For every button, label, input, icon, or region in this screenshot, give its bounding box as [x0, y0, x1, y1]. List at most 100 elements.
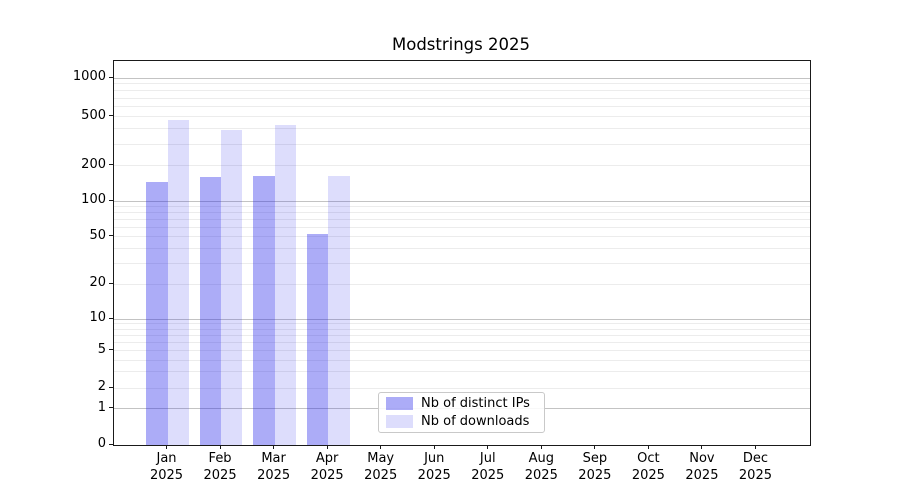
x-tick-label: Jun 2025 [402, 450, 466, 484]
x-tick-mark [273, 445, 275, 449]
legend-item-distinct-ips: Nb of distinct IPs [386, 396, 537, 411]
x-tick-month: Jun [424, 451, 445, 466]
y-tick-label: 1000 [72, 69, 106, 84]
x-tick-mark [540, 445, 542, 449]
bar-downloads-mar [274, 125, 297, 445]
gridline-minor [114, 236, 810, 238]
gridline-minor [114, 106, 810, 108]
x-tick-month: Sep [582, 451, 608, 466]
y-tick-label: 100 [81, 192, 106, 207]
gridline-minor [114, 83, 810, 85]
y-tick-label: 500 [81, 107, 106, 123]
legend-item-downloads: Nb of downloads [386, 414, 537, 429]
x-tick-mark [433, 445, 435, 449]
x-tick-month: Aug [528, 451, 554, 466]
gridline-minor [114, 90, 810, 92]
gridline-minor [114, 227, 810, 229]
x-tick-label: Apr 2025 [295, 450, 359, 484]
y-tick-mark [109, 115, 113, 117]
y-tick-mark [109, 386, 113, 388]
y-tick-label: 200 [81, 156, 106, 172]
gridline-minor [114, 342, 810, 344]
bar-downloads-apr [328, 175, 350, 445]
chart-title: Modstrings 2025 [391, 35, 530, 54]
gridline-minor [114, 97, 810, 99]
y-tick-mark [109, 76, 113, 78]
x-tick-year: 2025 [524, 468, 558, 483]
x-tick-month: Jul [479, 451, 496, 466]
x-tick-year: 2025 [203, 468, 237, 483]
x-tick-label: Nov 2025 [670, 450, 734, 484]
x-tick-label: Dec 2025 [723, 450, 787, 484]
y-tick-mark [109, 282, 113, 284]
x-tick-year: 2025 [257, 468, 291, 483]
x-tick-mark [166, 445, 168, 449]
x-tick-month: Apr [315, 451, 339, 466]
bar-distinct-ips-mar [253, 175, 275, 445]
legend-swatch-distinct-ips [386, 397, 413, 410]
gridline-minor [114, 359, 810, 361]
x-tick-label: Feb 2025 [188, 450, 252, 484]
y-tick-mark [109, 199, 113, 201]
gridline-minor [114, 328, 810, 330]
x-tick-mark [219, 445, 221, 449]
gridline-major [114, 77, 810, 79]
y-tick-mark [109, 407, 113, 409]
x-tick-month: Feb [208, 451, 232, 466]
y-tick-label: 0 [97, 436, 106, 451]
bar-distinct-ips-apr [306, 233, 329, 445]
x-tick-month: May [367, 451, 395, 466]
x-tick-mark [701, 445, 703, 449]
bar-downloads-jan [167, 120, 189, 445]
y-tick-label: 20 [89, 275, 106, 291]
x-tick-month: Oct [637, 451, 660, 466]
y-tick-label: 10 [89, 310, 106, 326]
gridline-minor [114, 262, 810, 264]
gridline-minor [114, 283, 810, 285]
plot-area [113, 60, 811, 446]
gridline-major [114, 200, 810, 202]
y-tick-label: 1 [97, 399, 106, 415]
legend-swatch-downloads [386, 415, 413, 428]
x-tick-month: Mar [261, 451, 286, 466]
gridline-major [114, 318, 810, 320]
x-tick-label: Mar 2025 [242, 450, 306, 484]
y-tick-mark [109, 349, 113, 351]
x-tick-year: 2025 [310, 468, 344, 483]
x-tick-year: 2025 [417, 468, 451, 483]
x-tick-label: Oct 2025 [616, 450, 680, 484]
y-tick-mark [109, 164, 113, 166]
gridline-minor [114, 212, 810, 214]
x-tick-mark [594, 445, 596, 449]
legend-label-downloads: Nb of downloads [421, 414, 530, 429]
y-tick-label: 50 [89, 227, 106, 243]
x-tick-mark [754, 445, 756, 449]
gridline-minor [114, 334, 810, 336]
x-tick-mark [487, 445, 489, 449]
legend-label-distinct-ips: Nb of distinct IPs [421, 396, 530, 411]
bar-downloads-feb [221, 130, 243, 445]
bar-distinct-ips-feb [199, 177, 222, 445]
gridline-minor [114, 247, 810, 249]
x-tick-mark [647, 445, 649, 449]
bar-distinct-ips-jan [146, 182, 168, 445]
y-tick-mark [109, 317, 113, 319]
x-tick-label: Aug 2025 [509, 450, 573, 484]
x-tick-year: 2025 [149, 468, 184, 483]
gridline-minor [114, 371, 810, 373]
x-tick-mark [326, 445, 328, 449]
x-tick-year: 2025 [738, 468, 772, 483]
gridline-minor [114, 128, 810, 130]
x-tick-mark [380, 445, 382, 449]
x-tick-month: Nov [689, 451, 715, 466]
y-tick-mark [109, 235, 113, 237]
x-tick-month: Dec [742, 451, 769, 466]
gridline-minor [114, 165, 810, 167]
gridline-minor [114, 323, 810, 325]
gridline-minor [114, 116, 810, 118]
x-tick-year: 2025 [471, 468, 505, 483]
x-tick-label: Jul 2025 [456, 450, 520, 484]
gridline-minor [114, 143, 810, 145]
x-tick-month: Jan [156, 451, 177, 466]
